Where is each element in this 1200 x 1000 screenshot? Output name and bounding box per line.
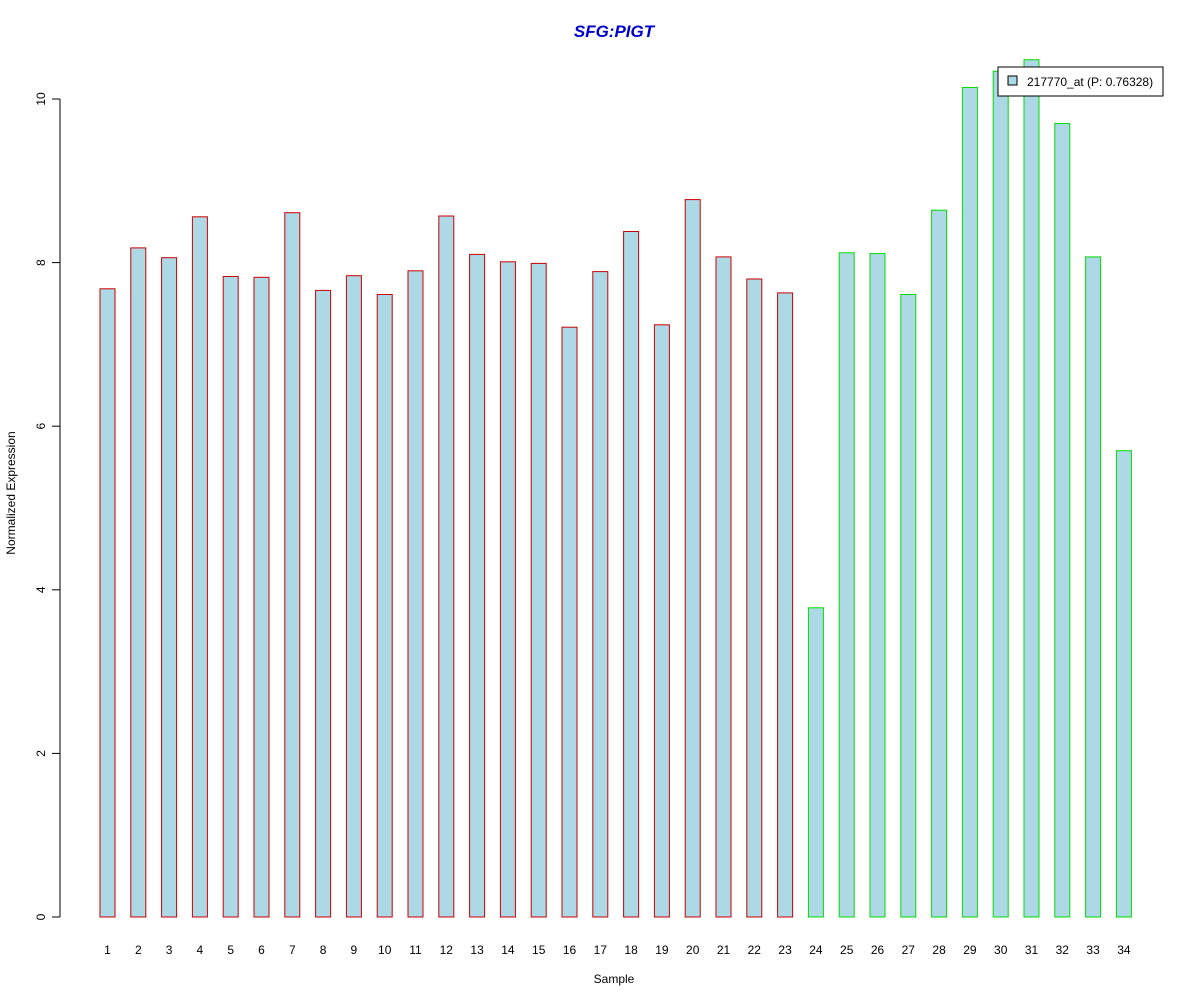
x-tick-label: 23	[778, 943, 792, 957]
x-tick-label: 6	[258, 943, 265, 957]
x-axis-tick-labels: 1 2 3 4 5 6 7 8 9 10 11 12 13 14 15 16 17 18 19 20 21 22 23 24 2…	[104, 943, 1131, 957]
x-tick-label: 11	[409, 943, 422, 957]
bar	[191, 216, 208, 918]
bar	[653, 324, 670, 918]
x-tick-label: 24	[809, 943, 823, 957]
x-tick-label: 8	[320, 943, 327, 957]
x-tick-label: 34	[1117, 943, 1131, 957]
y-tick-label: 4	[34, 586, 48, 593]
bar	[592, 271, 609, 918]
legend-swatch	[1007, 75, 1018, 86]
legend-box	[997, 66, 1164, 97]
bar	[561, 326, 578, 918]
y-axis: 0 2 4 6 8 10	[34, 92, 61, 920]
x-tick-label: 10	[378, 943, 392, 957]
bar	[684, 199, 701, 918]
bar	[315, 289, 332, 918]
bar	[777, 292, 794, 918]
bar	[807, 607, 824, 918]
bar	[992, 70, 1009, 918]
bar	[900, 294, 917, 918]
legend: 217770_at (P: 0.76328)	[997, 66, 1164, 97]
x-tick-label: 2	[135, 943, 142, 957]
x-tick-label: 9	[351, 943, 358, 957]
legend-label: 217770_at (P: 0.76328)	[1027, 75, 1153, 89]
x-tick-label: 28	[932, 943, 946, 957]
bar	[222, 276, 239, 918]
x-tick-label: 1	[104, 943, 111, 957]
bar	[345, 275, 362, 918]
x-tick-label: 15	[532, 943, 546, 957]
y-tick-label: 0	[34, 913, 48, 920]
bar	[961, 87, 978, 918]
x-tick-label: 14	[501, 943, 515, 957]
y-axis-label: Normalized Expression	[4, 431, 18, 554]
x-tick-label: 17	[594, 943, 608, 957]
y-tick-label: 2	[34, 750, 48, 757]
bar	[838, 252, 855, 918]
x-tick-label: 27	[902, 943, 916, 957]
x-axis-label: Sample	[594, 972, 635, 986]
x-tick-label: 22	[748, 943, 762, 957]
x-tick-label: 20	[686, 943, 700, 957]
bar	[746, 278, 763, 918]
x-tick-label: 16	[563, 943, 577, 957]
x-tick-label: 13	[470, 943, 484, 957]
bar	[469, 253, 486, 918]
y-tick-label: 8	[34, 259, 48, 266]
bar	[499, 261, 516, 918]
bar	[623, 231, 640, 918]
x-tick-label: 19	[655, 943, 669, 957]
x-tick-label: 12	[440, 943, 454, 957]
bar	[869, 253, 886, 918]
x-tick-label: 21	[717, 943, 731, 957]
chart-title: SFG:PIGT	[574, 22, 656, 41]
bar	[376, 294, 393, 918]
y-tick-label: 6	[34, 423, 48, 430]
x-tick-label: 26	[871, 943, 885, 957]
bars	[99, 59, 1132, 918]
bar	[1085, 256, 1102, 918]
bar	[715, 256, 732, 918]
x-tick-label: 5	[227, 943, 234, 957]
bar	[530, 262, 547, 918]
bar	[161, 257, 178, 918]
bar	[407, 270, 424, 918]
x-tick-label: 29	[963, 943, 977, 957]
bar	[931, 209, 948, 918]
x-tick-label: 33	[1086, 943, 1100, 957]
x-tick-label: 3	[166, 943, 173, 957]
x-tick-label: 7	[289, 943, 296, 957]
x-tick-label: 4	[197, 943, 204, 957]
bar	[1023, 59, 1040, 918]
bar	[1054, 123, 1071, 918]
bar	[253, 276, 270, 918]
x-tick-label: 31	[1025, 943, 1039, 957]
y-tick-label: 10	[34, 92, 48, 106]
x-tick-label: 25	[840, 943, 854, 957]
x-tick-label: 30	[994, 943, 1008, 957]
bar	[130, 247, 147, 918]
x-tick-label: 18	[624, 943, 638, 957]
bar	[99, 288, 116, 918]
bar	[284, 212, 301, 918]
bar	[438, 215, 455, 918]
x-tick-label: 32	[1056, 943, 1070, 957]
bar	[1115, 450, 1132, 918]
